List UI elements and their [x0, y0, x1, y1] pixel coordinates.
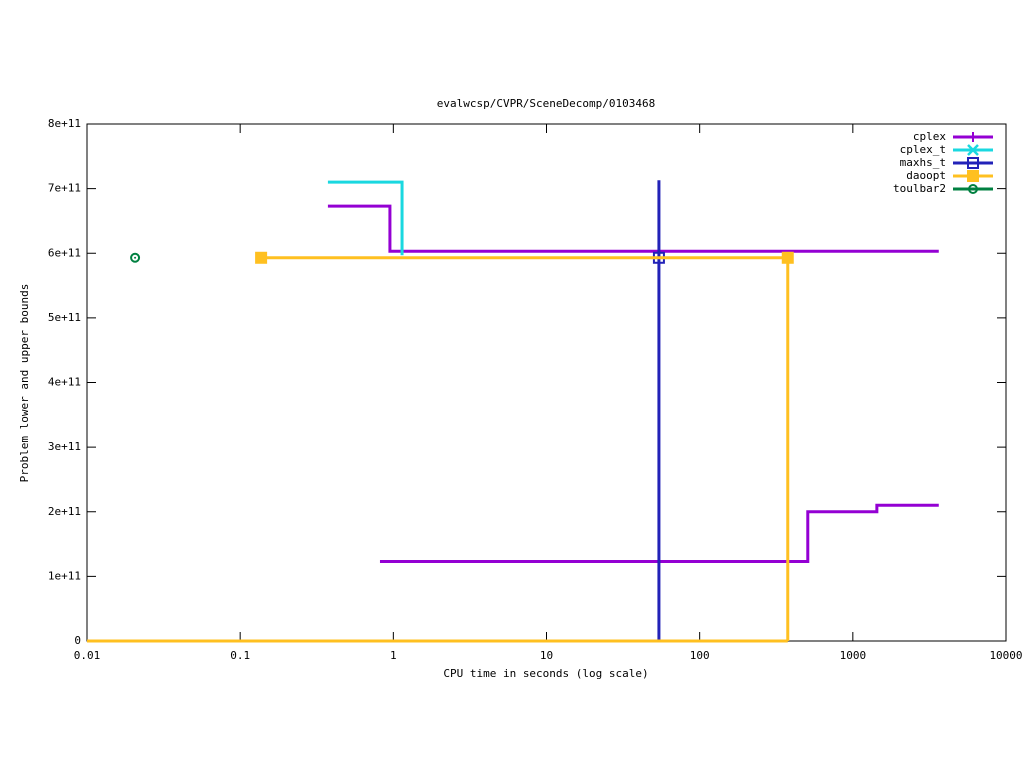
data-point [130, 252, 141, 263]
legend-marker [967, 157, 979, 169]
legend-marker [968, 184, 978, 194]
legend-entry: maxhs_t [900, 156, 993, 169]
legend-label: daoopt [906, 169, 946, 182]
x-tick-label: 10000 [989, 649, 1022, 662]
marker-shape [967, 144, 979, 156]
series-line [327, 180, 404, 256]
legend-label: cplex [913, 130, 946, 143]
series-line [327, 204, 939, 564]
legend-entry: daoopt [906, 169, 993, 182]
marker-shape [781, 251, 794, 264]
marker-shape [967, 170, 979, 182]
y-tick-label: 7e+11 [48, 182, 81, 195]
y-tick-label: 5e+11 [48, 311, 81, 324]
data-point [255, 251, 268, 264]
x-tick-label: 1 [390, 649, 397, 662]
chart-title: evalwcsp/CVPR/SceneDecomp/0103468 [437, 97, 656, 110]
marker-shape [967, 157, 979, 169]
x-tick-label: 1000 [840, 649, 867, 662]
y-axis-label: Problem lower and upper bounds [18, 284, 31, 483]
x-axis-label: CPU time in seconds (log scale) [443, 667, 648, 680]
data-point [781, 251, 794, 264]
legend-entry: cplex_t [900, 143, 993, 156]
legend-entry: cplex [913, 130, 993, 143]
y-tick-label: 0 [74, 634, 81, 647]
marker-shape [968, 184, 978, 194]
y-tick-label: 4e+11 [48, 376, 81, 389]
marker-shape [134, 256, 137, 259]
y-tick-label: 6e+11 [48, 246, 81, 259]
legend-marker [967, 144, 979, 156]
marker-shape [968, 132, 978, 142]
x-tick-label: 10 [540, 649, 553, 662]
y-tick-label: 1e+11 [48, 569, 81, 582]
legend-marker [968, 132, 978, 142]
marker-shape [130, 252, 141, 263]
y-tick-label: 3e+11 [48, 440, 81, 453]
x-tick-label: 0.1 [230, 649, 250, 662]
marker-shape [972, 188, 974, 190]
legend-entry: toulbar2 [893, 182, 993, 195]
marker-shape [255, 251, 268, 264]
y-tick-label: 2e+11 [48, 505, 81, 518]
legend-label: cplex_t [900, 143, 946, 156]
legend-marker [967, 170, 979, 182]
x-tick-label: 100 [690, 649, 710, 662]
legend-label: toulbar2 [893, 182, 946, 195]
y-tick-label: 8e+11 [48, 117, 81, 130]
x-tick-label: 0.01 [74, 649, 101, 662]
legend-label: maxhs_t [900, 156, 946, 169]
